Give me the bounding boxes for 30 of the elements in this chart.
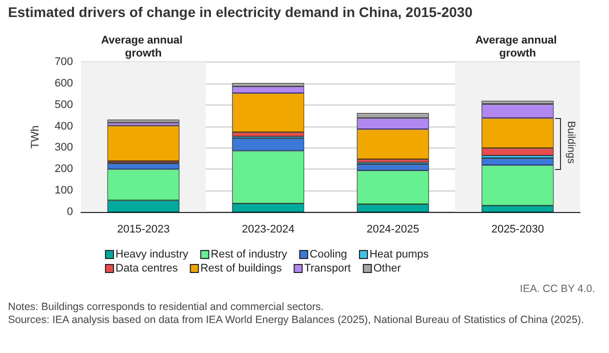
y-tick-label: 600 — [54, 77, 73, 90]
x-tick-label: 2024-2025 — [366, 224, 420, 236]
annotation: Buildings — [565, 121, 577, 164]
text: IEA. CC BY 4.0. — [520, 283, 595, 295]
legend-label: Heavy industry — [116, 248, 189, 260]
chart-title: Estimated drivers of change in electricity demand in China, 2015-2030 — [8, 4, 473, 20]
bar — [107, 126, 180, 161]
x-tick-label: 2015-2023 — [117, 224, 170, 236]
band-label: Average annual growth — [475, 34, 560, 60]
legend-label: Other — [373, 262, 402, 274]
y-axis-title: TWh — [30, 125, 42, 149]
y-tick-label: 500 — [54, 98, 73, 111]
y-tick-label: 400 — [54, 120, 73, 132]
legend-label: Rest of industry — [210, 248, 288, 260]
y-tick-label: 700 — [54, 56, 73, 68]
legend-label: Heat pumps — [369, 248, 430, 260]
x-tick-label: 2025-2030 — [491, 224, 544, 236]
legend-label: Cooling — [310, 248, 347, 260]
y-tick-label: 200 — [54, 163, 73, 176]
y-tick-label: 300 — [54, 142, 73, 154]
legend-label: Rest of buildings — [200, 262, 282, 274]
text: Notes: Buildings corresponds to residential and commercial sectors. — [8, 301, 324, 313]
band-label: Average annual growth — [101, 34, 186, 60]
legend-label: Data centres — [116, 262, 178, 274]
bar — [107, 120, 180, 123]
source-note: Sources: IEA analysis based on data from IEA World Energy Balances (2025), National Bureau of Statistics of China (2025). — [8, 314, 584, 326]
y-tick-label: 0 — [66, 206, 73, 218]
y-tick-label: 100 — [54, 184, 73, 197]
x-tick-label: 2023-2024 — [242, 224, 294, 236]
legend-label: Transport — [304, 262, 351, 274]
